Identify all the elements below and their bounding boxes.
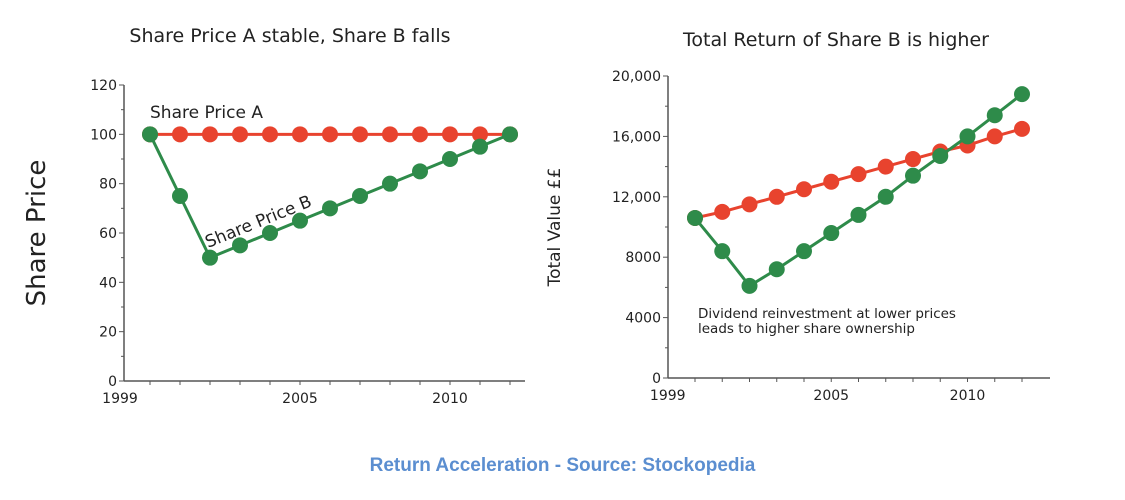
data-point xyxy=(905,151,921,168)
data-point xyxy=(472,138,488,155)
chart-1: Share Price A stable, Share B falls Share… xyxy=(22,25,525,407)
data-point xyxy=(959,128,976,145)
x-tick-label: 2010 xyxy=(432,391,468,407)
data-point xyxy=(202,249,218,266)
data-point xyxy=(292,212,308,229)
x-tick-label: 1999 xyxy=(650,388,686,404)
data-point xyxy=(292,126,308,143)
data-point xyxy=(502,126,518,143)
y-tick-label: 8000 xyxy=(625,250,661,266)
x-tick-label: 2005 xyxy=(282,391,318,407)
y-tick-label: 12,000 xyxy=(612,190,661,206)
data-point xyxy=(877,188,894,205)
data-point xyxy=(1014,120,1030,137)
x-tick-label: 1999 xyxy=(102,391,138,407)
x-tick-label: 2005 xyxy=(813,388,849,404)
data-point xyxy=(202,126,218,143)
y-tick-label: 40 xyxy=(99,275,117,291)
y-tick-label: 0 xyxy=(652,371,661,387)
data-point xyxy=(741,277,758,294)
y-axis-label: Total Value ££ xyxy=(545,168,565,288)
data-point xyxy=(442,151,458,167)
data-point xyxy=(1014,86,1030,103)
x-tick-label: 2010 xyxy=(950,388,986,404)
data-point xyxy=(232,126,248,143)
data-point xyxy=(322,200,338,217)
data-point xyxy=(932,148,949,165)
figure-caption: Return Acceleration - Source: Stockopedi… xyxy=(369,455,756,476)
data-point xyxy=(986,128,1003,145)
y-tick-label: 16,000 xyxy=(612,129,661,145)
y-tick-label: 20 xyxy=(99,325,117,341)
data-point xyxy=(850,206,867,223)
data-point xyxy=(877,158,894,175)
data-point xyxy=(905,167,921,184)
data-point xyxy=(352,126,368,143)
annotation-text: leads to higher share ownership xyxy=(698,321,915,337)
data-point xyxy=(823,225,840,242)
data-point xyxy=(172,188,188,204)
y-tick-label: 20,000 xyxy=(612,69,661,85)
data-point xyxy=(850,166,867,183)
data-point xyxy=(796,243,812,260)
y-tick-label: 80 xyxy=(99,177,117,193)
series-label: Share Price A xyxy=(150,103,263,123)
data-point xyxy=(412,163,428,180)
data-point xyxy=(382,175,398,192)
chart-2: Total Return of Share B is higher Total V… xyxy=(545,29,1050,404)
data-point xyxy=(412,126,428,143)
data-point xyxy=(262,225,278,241)
data-point xyxy=(442,126,458,143)
data-point xyxy=(472,126,488,143)
data-point xyxy=(142,126,158,143)
y-tick-label: 60 xyxy=(99,226,117,242)
chart-title: Total Return of Share B is higher xyxy=(682,29,989,51)
data-point xyxy=(741,196,758,213)
data-point xyxy=(352,188,368,204)
y-tick-label: 100 xyxy=(90,127,117,143)
data-point xyxy=(232,237,248,254)
y-tick-label: 0 xyxy=(108,374,117,390)
data-point xyxy=(714,243,731,260)
data-point xyxy=(262,126,278,143)
series-line-2 xyxy=(693,92,1023,288)
data-point xyxy=(768,188,785,205)
data-point xyxy=(687,209,703,226)
data-point xyxy=(986,107,1003,124)
y-tick-label: 4000 xyxy=(625,311,661,327)
data-point xyxy=(172,126,188,143)
chart-title: Share Price A stable, Share B falls xyxy=(129,25,450,47)
data-point xyxy=(714,203,731,220)
data-point xyxy=(768,261,785,278)
y-tick-label: 120 xyxy=(90,78,117,94)
data-point xyxy=(823,173,840,190)
y-axis-label: Share Price xyxy=(22,160,52,307)
annotation-text: Dividend reinvestment at lower prices xyxy=(698,306,956,322)
data-point xyxy=(796,181,812,198)
data-point xyxy=(322,126,338,143)
data-point xyxy=(382,126,398,143)
